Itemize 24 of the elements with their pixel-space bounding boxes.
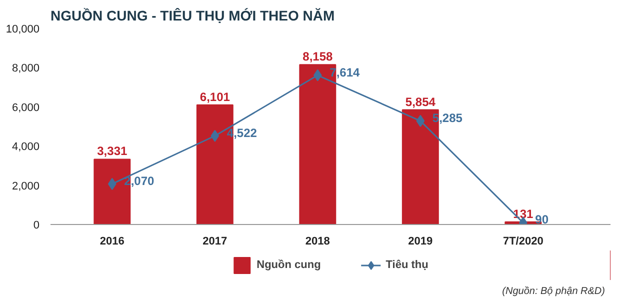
legend-label: Nguồn cung — [256, 259, 321, 271]
data-label: 6,101 — [200, 90, 230, 104]
y-tick-label: 8,000 — [12, 62, 40, 75]
point — [210, 130, 220, 142]
x-tick-label: 2019 — [408, 236, 433, 248]
legend-label: Tiêu thụ — [386, 259, 428, 271]
y-tick-label: 2,000 — [12, 180, 40, 192]
point — [108, 178, 116, 190]
chart-title: NGUỒN CUNG - TIÊU THỤ MỚI THEO NĂM — [50, 8, 335, 24]
y-tick-label: 6,000 — [12, 102, 40, 114]
point — [416, 114, 425, 127]
data-label: 5,854 — [405, 94, 436, 109]
x-tick-label: 7T/2020 — [502, 236, 544, 248]
x-tick-label: 2016 — [100, 236, 124, 248]
data-label: 8,158 — [302, 50, 333, 64]
data-label: 90 — [535, 212, 549, 227]
y-tick-label: 10,000 — [6, 24, 40, 36]
x-tick-label: 2018 — [305, 236, 330, 248]
x-tick-label: 2017 — [202, 236, 228, 248]
point — [313, 69, 322, 82]
y-tick-label: 4,000 — [12, 141, 40, 154]
data-label: 3,331 — [97, 144, 128, 158]
text: (Nguồn: Bộ phận R&D) — [502, 285, 605, 299]
y-tick-label: 0 — [33, 220, 40, 232]
